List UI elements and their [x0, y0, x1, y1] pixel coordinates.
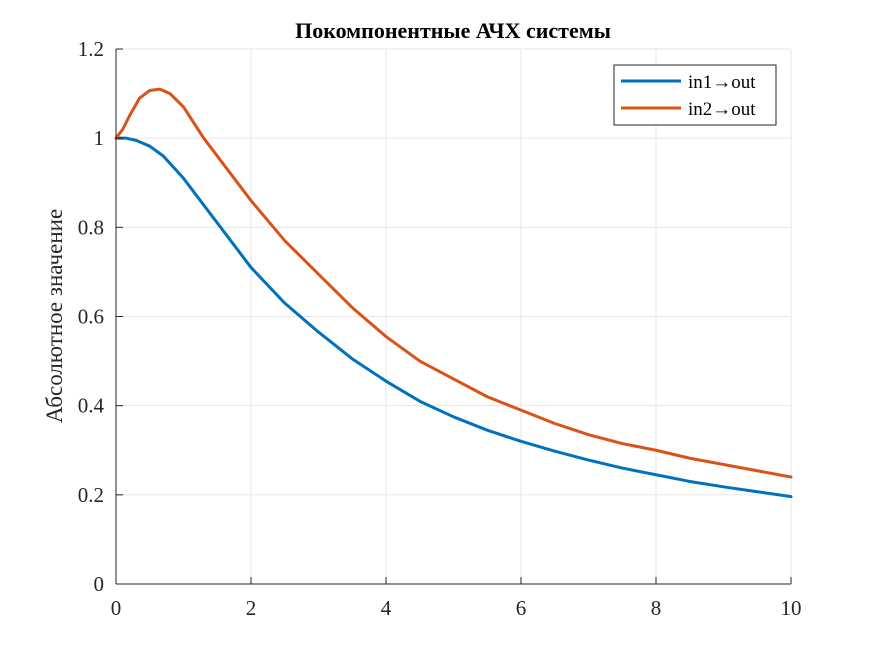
series-line-1: [114, 136, 793, 499]
series-lines: [114, 87, 793, 499]
legend-label-in2: in2→out: [688, 99, 756, 120]
y-tick-label: 0.6: [78, 305, 104, 329]
y-tick-label: 0: [94, 572, 105, 596]
tick-labels: 0 2 4 6 8 10 0 0.2 0.4 0.6 0.8 1 1.2: [78, 37, 802, 620]
legend[interactable]: in1→out in2→out: [613, 64, 777, 126]
legend-label-in1: in1→out: [688, 72, 756, 93]
y-tick-label: 0.2: [78, 483, 104, 507]
y-tick-label: 1: [94, 126, 105, 150]
legend-box: [613, 64, 777, 126]
x-tick-label: 2: [246, 596, 257, 620]
y-tick-label: 1.2: [78, 37, 104, 61]
x-tick-label: 6: [516, 596, 527, 620]
axes: [115, 48, 792, 585]
x-tick-label: 8: [651, 596, 662, 620]
y-tick-label: 0.8: [78, 215, 104, 239]
x-tick-label: 0: [111, 596, 122, 620]
y-axis-label: Абсолютное значение: [42, 209, 67, 423]
series-line-2: [114, 87, 793, 479]
x-tick-label: 10: [781, 596, 802, 620]
x-tick-label: 4: [381, 596, 392, 620]
chart-title: Покомпонентные АЧХ системы: [295, 18, 611, 43]
y-tick-label: 0.4: [78, 394, 105, 418]
